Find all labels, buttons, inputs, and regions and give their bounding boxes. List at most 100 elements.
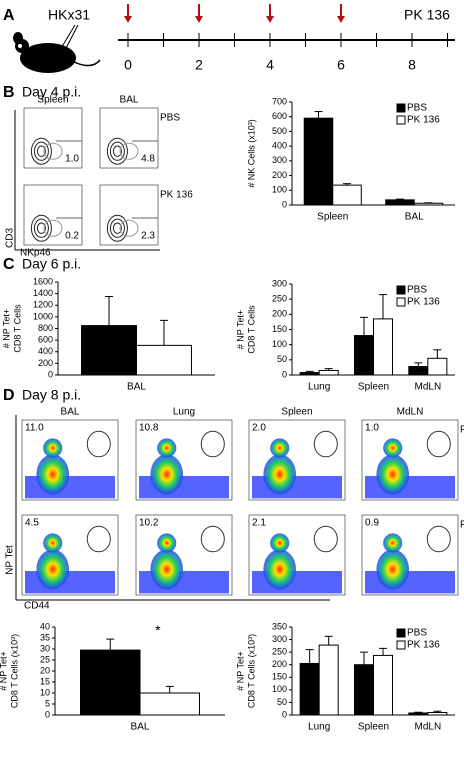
y-tick-label: 100 (272, 185, 287, 195)
legend-swatch (396, 115, 406, 125)
dose-arrow-head (124, 16, 132, 23)
flow-contour (106, 137, 128, 165)
y-tick-label: 15 (40, 676, 50, 686)
flow-x-axis-label: CD44 (24, 601, 50, 612)
y-tick-label: 10 (40, 687, 50, 697)
y-tick-label: 1200 (33, 300, 53, 310)
x-tick-label: Lung (308, 722, 330, 733)
day-label: 8 (408, 57, 416, 73)
bar (332, 184, 362, 206)
day-label: 0 (124, 57, 132, 73)
y-tick-label: 100 (272, 684, 287, 694)
y-axis-label: CD8 T Cells (246, 305, 256, 354)
flow-gate (313, 525, 338, 553)
flow-gate (313, 430, 338, 458)
legend-swatch (396, 285, 406, 295)
flow-contour (36, 222, 46, 234)
flow-contour (43, 219, 63, 237)
legend-swatch (396, 103, 406, 113)
bar (353, 335, 375, 376)
y-tick-label: 400 (38, 346, 53, 356)
panel-letter: A (3, 7, 15, 24)
y-tick-label: 0 (45, 709, 50, 719)
flow-events (383, 438, 403, 458)
x-tick-label: Lung (308, 382, 330, 393)
legend-swatch (396, 628, 406, 638)
y-tick-label: 150 (272, 324, 287, 334)
y-axis-label: CD8 T Cells (x10³) (9, 634, 19, 708)
dose-arrow-head (337, 16, 345, 23)
bar (136, 344, 192, 376)
flow-column-label: MdLN (397, 407, 424, 418)
flow-gate (200, 430, 225, 458)
y-axis-label: CD8 T Cells (12, 304, 22, 353)
flow-contour (119, 142, 139, 160)
y-tick-label: 600 (272, 111, 287, 121)
flow-percent: 1.0 (65, 154, 79, 165)
flow-percent: 10.2 (139, 518, 159, 529)
y-axis-label: # NP Tet+ (235, 310, 245, 349)
x-tick-label: BAL (127, 382, 146, 393)
flow-gate (426, 430, 451, 458)
flow-plot (23, 184, 83, 246)
legend-swatch (396, 297, 406, 307)
flow-row-label: PBS (460, 425, 464, 436)
bar (427, 711, 448, 716)
y-tick-label: 400 (272, 141, 287, 151)
y-tick-label: 20 (40, 665, 50, 675)
flow-events (36, 549, 70, 590)
flow-gate (86, 525, 111, 553)
y-tick-label: 500 (272, 126, 287, 136)
y-tick-label: 300 (272, 155, 287, 165)
panel-heading: Day 6 p.i. (22, 256, 81, 272)
x-tick-label: Spleen (358, 722, 389, 733)
y-tick-label: 100 (272, 339, 287, 349)
flow-events (150, 549, 184, 590)
bar (408, 712, 429, 716)
annotation: * (155, 622, 161, 638)
flow-column-label: BAL (61, 407, 80, 418)
flow-contour (112, 145, 122, 157)
flow-row-label: PBS (160, 113, 180, 124)
y-tick-label: 0 (282, 709, 287, 719)
y-axis-label: # NP Tet+ (0, 651, 8, 690)
flow-events (157, 533, 177, 553)
bar (303, 117, 334, 206)
y-tick-label: 40 (40, 621, 50, 631)
flow-contour (112, 222, 122, 234)
bar (373, 318, 394, 376)
flow-percent: 2.3 (141, 231, 155, 242)
bar (299, 662, 320, 716)
flow-contour (119, 219, 139, 237)
flow-events (263, 454, 297, 495)
y-tick-label: 200 (272, 659, 287, 669)
legend-label: PBS (407, 103, 427, 114)
panel-heading: Day 8 p.i. (22, 387, 81, 403)
flow-contour (109, 218, 125, 238)
flow-events (270, 533, 290, 553)
panel-heading: Day 4 p.i. (22, 84, 81, 100)
bar (318, 369, 339, 376)
bar (385, 199, 415, 206)
day-label: 2 (195, 57, 203, 73)
x-tick-label: Spleen (317, 212, 348, 223)
dose-arrow-head (195, 16, 203, 23)
x-tick-label: BAL (131, 722, 150, 733)
bar (373, 654, 394, 716)
y-tick-label: 35 (40, 632, 50, 642)
flow-events (376, 454, 410, 495)
y-axis-label: CD8 T Cells (x10³) (246, 634, 256, 708)
flow-events (270, 438, 290, 458)
y-tick-label: 150 (272, 672, 287, 682)
x-tick-label: Spleen (358, 382, 389, 393)
flow-percent: 4.5 (25, 518, 39, 529)
y-tick-label: 600 (38, 335, 53, 345)
bar (81, 325, 138, 376)
y-axis-label: # NP Tet+ (1, 309, 11, 348)
y-tick-label: 0 (48, 369, 53, 379)
flow-percent: 10.8 (139, 423, 159, 434)
flow-x-axis-label: NKp46 (20, 248, 51, 259)
mouse-icon (13, 24, 101, 73)
y-tick-label: 1000 (33, 311, 53, 321)
flow-gate (426, 525, 451, 553)
